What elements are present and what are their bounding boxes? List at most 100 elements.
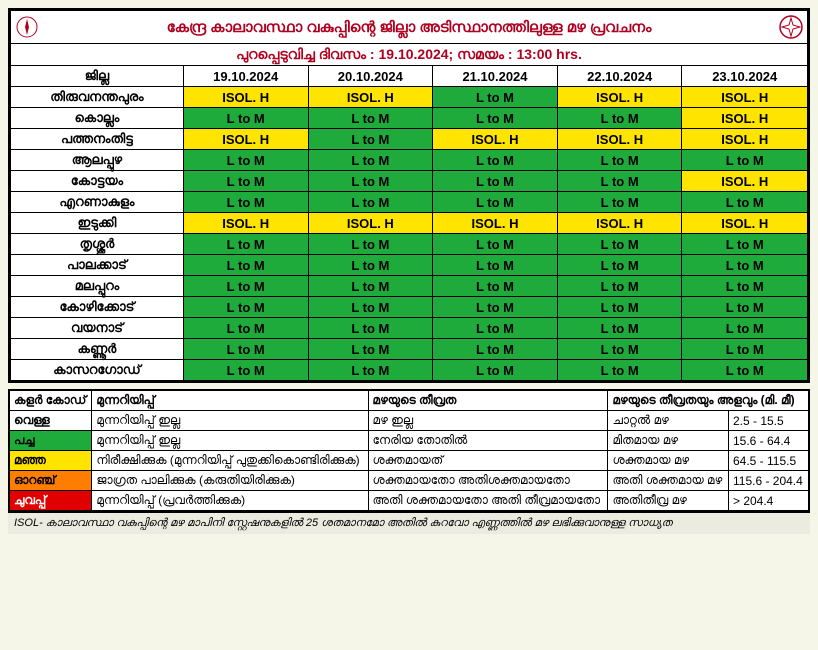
forecast-cell: ISOL. H bbox=[682, 213, 809, 234]
date-col-head: 22.10.2024 bbox=[557, 66, 682, 87]
column-header-row: ജില്ല 19.10.2024 20.10.2024 21.10.2024 2… bbox=[10, 66, 809, 87]
district-name: വയനാട് bbox=[10, 318, 184, 339]
table-row: കാസറഗോഡ്L to ML to ML to ML to ML to M bbox=[10, 360, 809, 382]
forecast-cell: ISOL. H bbox=[183, 87, 308, 108]
forecast-cell: L to M bbox=[183, 171, 308, 192]
legend-color-cell: ചുവപ്പ് bbox=[9, 491, 92, 512]
forecast-cell: L to M bbox=[682, 360, 809, 382]
forecast-cell: ISOL. H bbox=[183, 213, 308, 234]
forecast-cell: L to M bbox=[557, 234, 682, 255]
forecast-cell: ISOL. H bbox=[183, 129, 308, 150]
forecast-cell: ISOL. H bbox=[308, 213, 433, 234]
forecast-cell: ISOL. H bbox=[557, 87, 682, 108]
forecast-cell: ISOL. H bbox=[682, 171, 809, 192]
header-row-1: കേന്ദ്ര കാലാവസ്ഥാ വകുപ്പിന്റെ ജില്ലാ അടി… bbox=[10, 10, 809, 44]
legend-head-intensity: മഴയുടെ തീവ്രത bbox=[368, 390, 608, 411]
date-col-head: 19.10.2024 bbox=[183, 66, 308, 87]
table-row: എറണാകുളംL to ML to ML to ML to ML to M bbox=[10, 192, 809, 213]
forecast-cell: L to M bbox=[183, 360, 308, 382]
legend-color-cell: മഞ്ഞ bbox=[9, 451, 92, 471]
forecast-cell: ISOL. H bbox=[557, 213, 682, 234]
district-name: പത്തനംതിട്ട bbox=[10, 129, 184, 150]
forecast-cell: L to M bbox=[557, 339, 682, 360]
table-row: തൃശ്ശൂർL to ML to ML to ML to ML to M bbox=[10, 234, 809, 255]
legend-warning-cell: നിരീക്ഷിക്കുക (മുന്നറിയിപ്പ് പുതുക്കികൊണ… bbox=[92, 451, 368, 471]
forecast-cell: L to M bbox=[557, 297, 682, 318]
imd-logo-icon bbox=[779, 15, 803, 39]
forecast-cell: L to M bbox=[557, 171, 682, 192]
legend-category-cell: അതി ശക്തമായ മഴ bbox=[608, 471, 729, 491]
forecast-cell: L to M bbox=[682, 339, 809, 360]
forecast-cell: L to M bbox=[308, 255, 433, 276]
forecast-cell: ISOL. H bbox=[557, 129, 682, 150]
legend-range-cell: 115.6 - 204.4 bbox=[728, 471, 809, 491]
forecast-cell: L to M bbox=[183, 276, 308, 297]
forecast-cell: L to M bbox=[433, 318, 558, 339]
legend-intensity-cell: ശക്തമായതോ അതിശക്തമായതോ bbox=[368, 471, 608, 491]
forecast-cell: L to M bbox=[557, 360, 682, 382]
forecast-cell: L to M bbox=[433, 276, 558, 297]
legend-row: പച്ചമുന്നറിയിപ്പ് ഇല്ലനേരിയ തോതിൽമിതമായ … bbox=[9, 431, 809, 451]
legend-row: ചുവപ്പ്മുന്നറിയിപ്പ് (പ്രവർത്തിക്കുക)അതി… bbox=[9, 491, 809, 512]
forecast-cell: L to M bbox=[308, 171, 433, 192]
forecast-cell: L to M bbox=[682, 318, 809, 339]
forecast-cell: L to M bbox=[183, 234, 308, 255]
forecast-cell: L to M bbox=[308, 234, 433, 255]
district-name: കാസറഗോഡ് bbox=[10, 360, 184, 382]
table-row: പത്തനംതിട്ടISOL. HL to MISOL. HISOL. HIS… bbox=[10, 129, 809, 150]
forecast-cell: L to M bbox=[433, 339, 558, 360]
table-row: കോഴിക്കോട്L to ML to ML to ML to ML to M bbox=[10, 297, 809, 318]
legend-color-cell: പച്ച bbox=[9, 431, 92, 451]
legend-intensity-cell: മഴ ഇല്ല bbox=[368, 411, 608, 431]
forecast-cell: L to M bbox=[557, 192, 682, 213]
forecast-cell: L to M bbox=[183, 255, 308, 276]
legend-row: മഞ്ഞനിരീക്ഷിക്കുക (മുന്നറിയിപ്പ് പുതുക്ക… bbox=[9, 451, 809, 471]
forecast-cell: ISOL. H bbox=[433, 129, 558, 150]
header-row-2: പുറപ്പെടുവിച്ച ദിവസം : 19.10.2024; സമയം … bbox=[10, 44, 809, 66]
forecast-cell: L to M bbox=[308, 150, 433, 171]
main-title: കേന്ദ്ര കാലാവസ്ഥാ വകുപ്പിന്റെ ജില്ലാ അടി… bbox=[167, 19, 652, 36]
legend-color-cell: വെള്ള bbox=[9, 411, 92, 431]
forecast-cell: L to M bbox=[308, 360, 433, 382]
legend-range-cell: > 204.4 bbox=[728, 491, 809, 512]
forecast-cell: L to M bbox=[308, 192, 433, 213]
legend-category-cell: അതിതീവ്ര മഴ bbox=[608, 491, 729, 512]
forecast-cell: L to M bbox=[433, 297, 558, 318]
legend-header-row: കളർ കോഡ് മുന്നറിയിപ്പ് മഴയുടെ തീവ്രത മഴയ… bbox=[9, 390, 809, 411]
legend-category-cell: ശക്തമായ മഴ bbox=[608, 451, 729, 471]
table-row: തിരുവനന്തപുരംISOL. HISOL. HL to MISOL. H… bbox=[10, 87, 809, 108]
forecast-cell: L to M bbox=[557, 276, 682, 297]
legend-warning-cell: മുന്നറിയിപ്പ് ഇല്ല bbox=[92, 431, 368, 451]
table-row: ആലപ്പുഴL to ML to ML to ML to ML to M bbox=[10, 150, 809, 171]
district-name: തിരുവനന്തപുരം bbox=[10, 87, 184, 108]
forecast-cell: L to M bbox=[183, 318, 308, 339]
legend-intensity-cell: നേരിയ തോതിൽ bbox=[368, 431, 608, 451]
date-col-head: 20.10.2024 bbox=[308, 66, 433, 87]
forecast-cell: L to M bbox=[183, 297, 308, 318]
time-label: സമയം : bbox=[457, 46, 512, 62]
forecast-cell: ISOL. H bbox=[433, 213, 558, 234]
forecast-cell: ISOL. H bbox=[682, 108, 809, 129]
table-row: കണ്ണൂർL to ML to ML to ML to ML to M bbox=[10, 339, 809, 360]
forecast-cell: L to M bbox=[183, 150, 308, 171]
legend-head-range: മഴയുടെ തീവ്രതയും അളവും (മി. മീ) bbox=[608, 390, 809, 411]
forecast-cell: L to M bbox=[433, 150, 558, 171]
legend-range-cell: 2.5 - 15.5 bbox=[728, 411, 809, 431]
forecast-cell: L to M bbox=[308, 276, 433, 297]
forecast-cell: L to M bbox=[183, 339, 308, 360]
forecast-cell: L to M bbox=[557, 150, 682, 171]
govt-emblem-icon bbox=[15, 15, 39, 39]
forecast-cell: L to M bbox=[433, 87, 558, 108]
forecast-cell: L to M bbox=[557, 108, 682, 129]
legend-row: ഓറഞ്ച്ജാഗ്രത പാലിക്കുക (കരുതിയിരിക്കുക)ശ… bbox=[9, 471, 809, 491]
district-name: എറണാകുളം bbox=[10, 192, 184, 213]
issue-time: 13:00 hrs. bbox=[516, 46, 581, 62]
legend-intensity-cell: ശക്തമായത് bbox=[368, 451, 608, 471]
forecast-cell: L to M bbox=[433, 192, 558, 213]
date-col-head: 21.10.2024 bbox=[433, 66, 558, 87]
forecast-cell: L to M bbox=[682, 150, 809, 171]
district-name: മലപ്പുറം bbox=[10, 276, 184, 297]
legend-warning-cell: മുന്നറിയിപ്പ് ഇല്ല bbox=[92, 411, 368, 431]
legend-intensity-cell: അതി ശക്തമായതോ അതി തീവ്രമായതോ bbox=[368, 491, 608, 512]
district-name: ഇടുക്കി bbox=[10, 213, 184, 234]
